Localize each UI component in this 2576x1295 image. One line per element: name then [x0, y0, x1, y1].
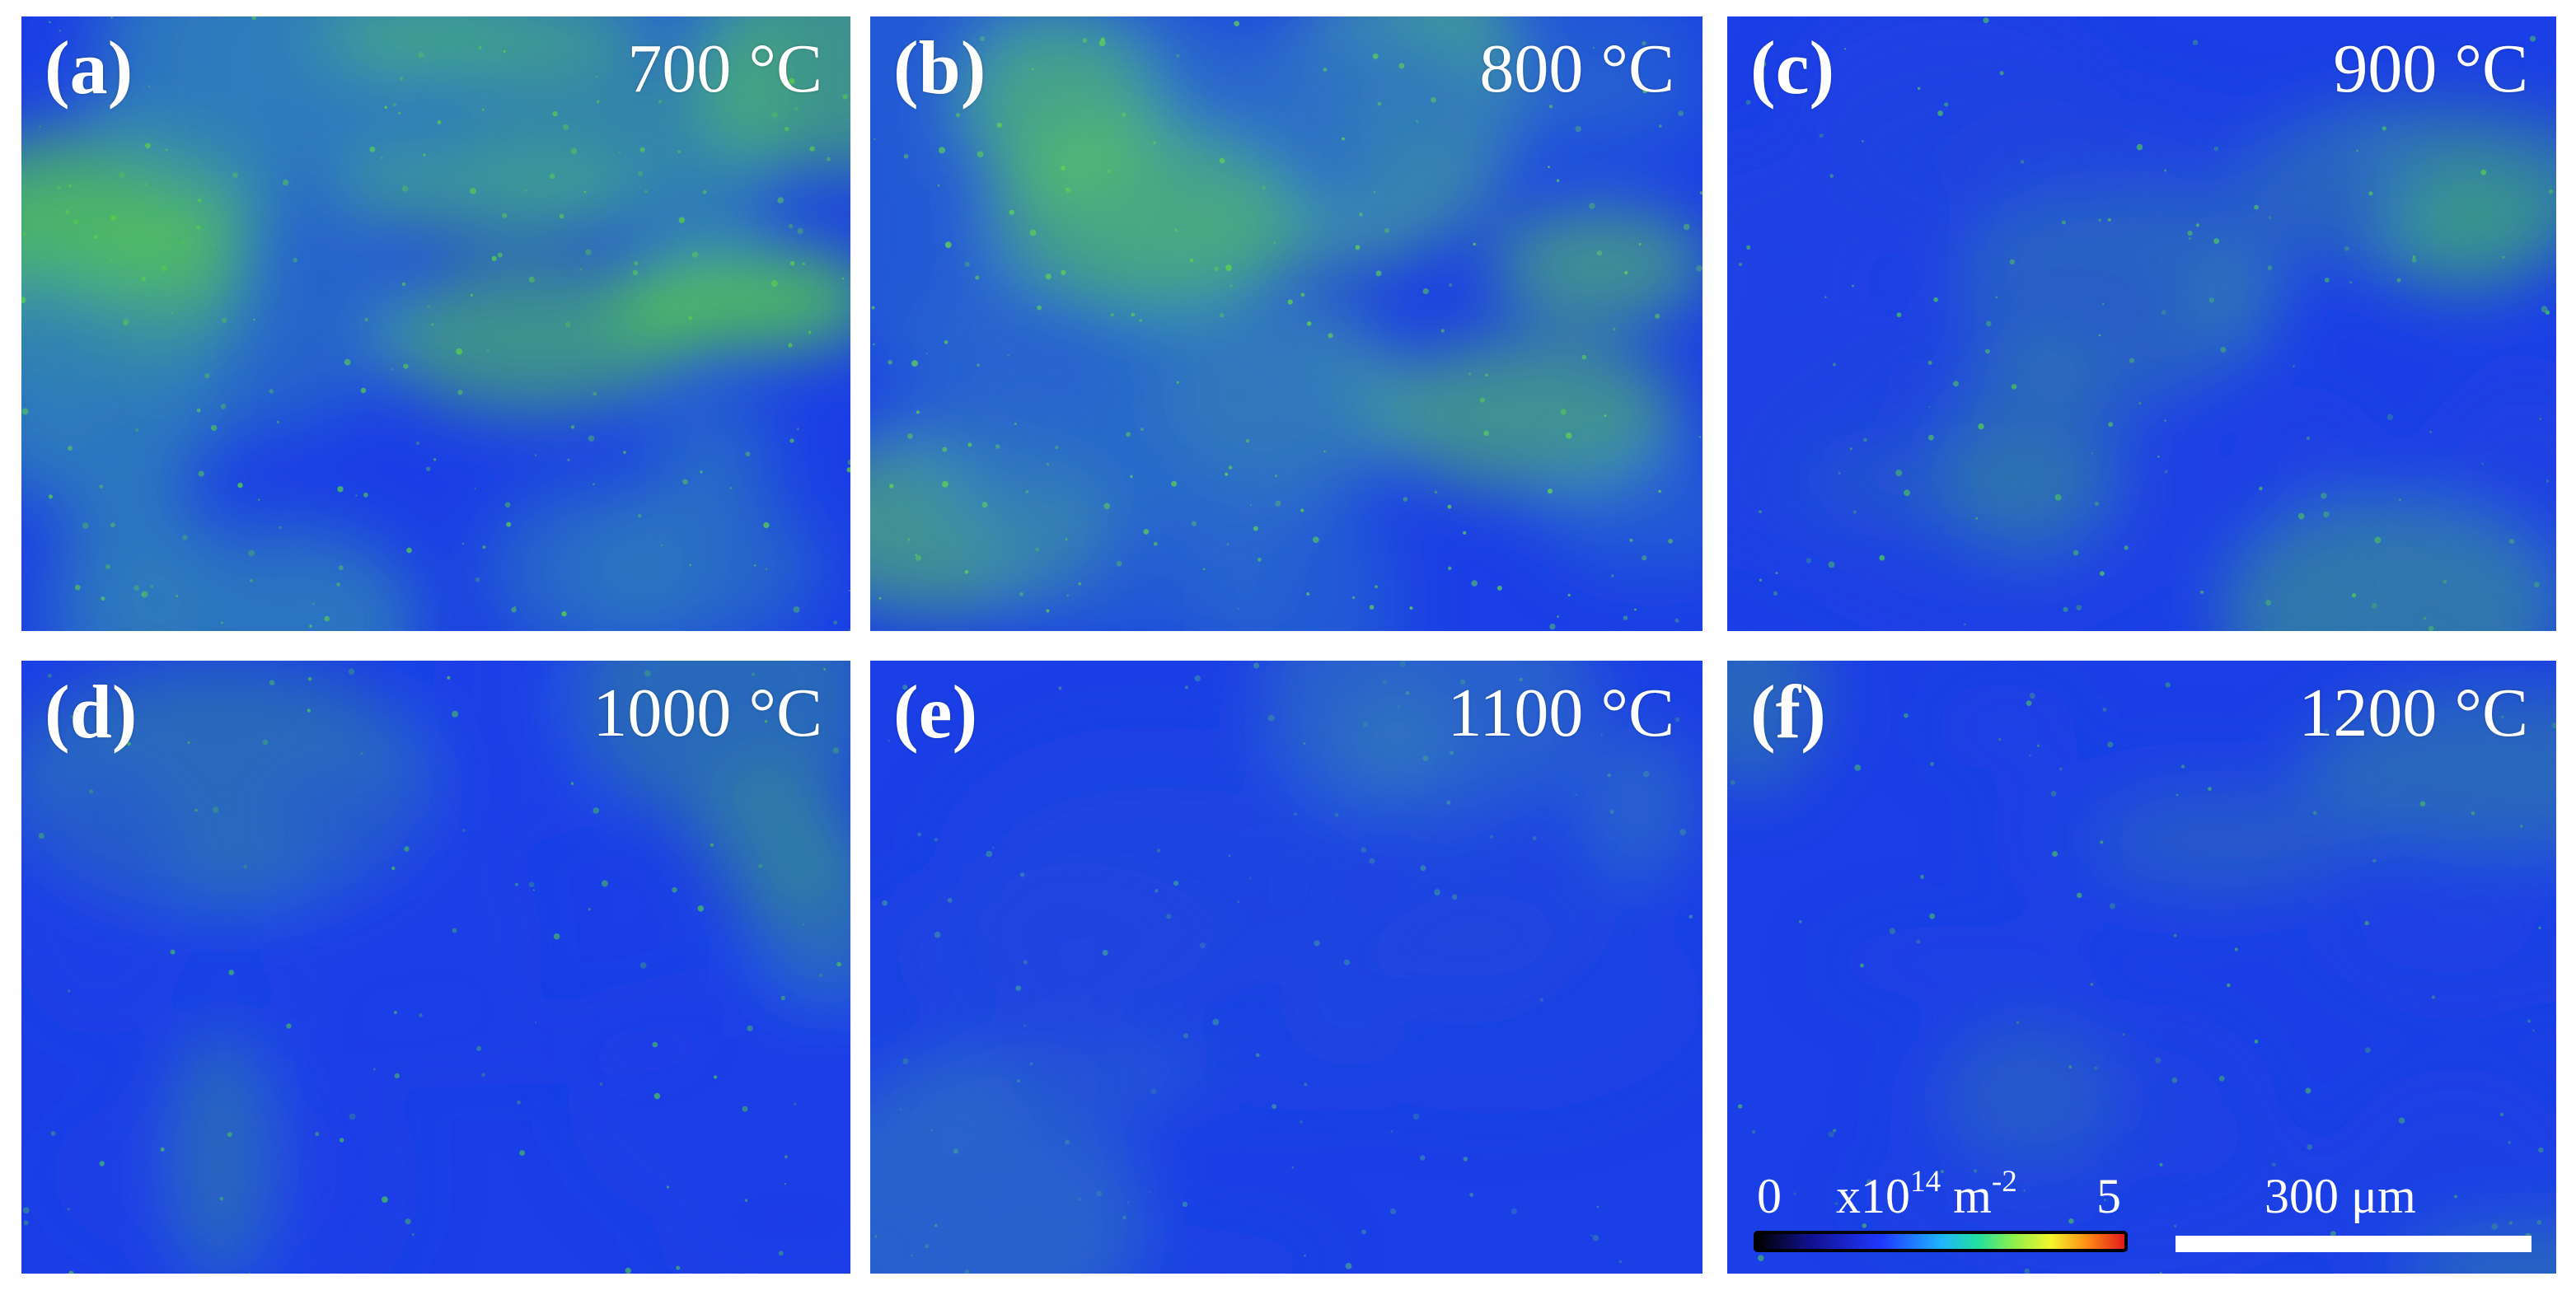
panel-label: (b) [893, 26, 986, 110]
colorbar-max-label: 5 [2096, 1169, 2121, 1223]
panel-label: (a) [44, 26, 133, 110]
dislocation-density-map [21, 16, 850, 631]
temperature-label: 1000 °C [592, 675, 822, 751]
scalebar [2176, 1236, 2532, 1252]
colorbar-unit-label: x1014 m-2 [1836, 1164, 2017, 1223]
panel-label: (f) [1750, 670, 1826, 754]
panel-label: (e) [893, 670, 978, 754]
panel-a: (a) 700 °C [21, 16, 850, 631]
dislocation-density-map [870, 16, 1703, 631]
panel-label: (c) [1750, 26, 1835, 110]
panel-label: (d) [44, 670, 138, 754]
dislocation-density-map [870, 661, 1703, 1274]
panel-f: (f) 1200 °C [1727, 661, 2556, 1274]
panel-c: (c) 900 °C [1727, 16, 2556, 631]
colorbar [1754, 1231, 2128, 1252]
panel-d: (d) 1000 °C [21, 661, 850, 1274]
dislocation-density-map [1727, 661, 2556, 1274]
temperature-label: 1200 °C [2298, 675, 2528, 751]
temperature-label: 800 °C [1479, 30, 1674, 107]
temperature-label: 700 °C [627, 30, 822, 107]
temperature-label: 1100 °C [1447, 675, 1674, 751]
scalebar-label: 300 μm [2265, 1169, 2416, 1223]
panel-b: (b) 800 °C [870, 16, 1703, 631]
dislocation-density-map [1727, 16, 2556, 631]
colorbar-min-label: 0 [1757, 1169, 1782, 1223]
dislocation-density-map [21, 661, 850, 1274]
temperature-label: 900 °C [2333, 30, 2528, 107]
panel-e: (e) 1100 °C [870, 661, 1703, 1274]
